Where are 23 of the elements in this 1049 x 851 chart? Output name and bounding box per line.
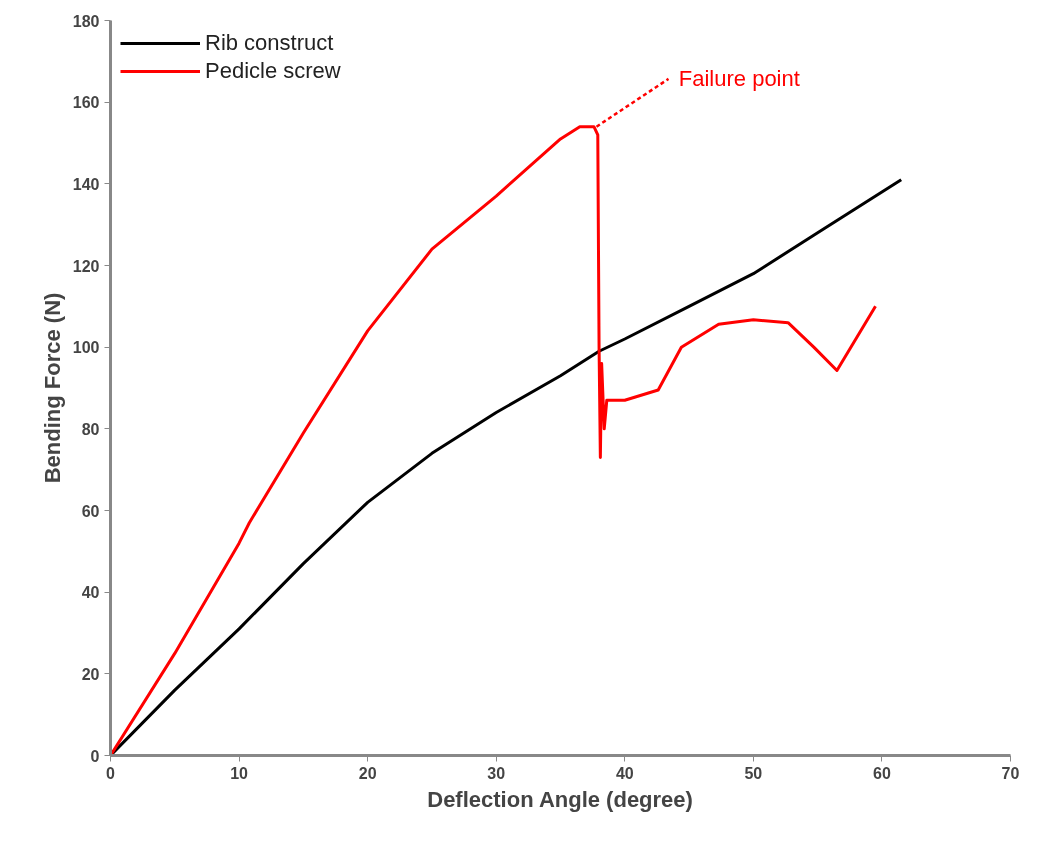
y-tick-label: 40 xyxy=(81,584,100,602)
x-axis-title: Deflection Angle (degree) xyxy=(427,786,693,812)
x-tick-label: 70 xyxy=(1001,764,1020,782)
y-tick-label: 180 xyxy=(72,12,100,30)
legend-label: Pedicle screw xyxy=(205,58,341,84)
x-tick-label: 30 xyxy=(487,764,506,782)
annotation: Failure point xyxy=(678,66,800,92)
legend-label: Rib construct xyxy=(205,30,334,56)
y-tick-label: 60 xyxy=(81,502,100,520)
y-tick-label: 80 xyxy=(81,420,100,438)
y-tick-label: 160 xyxy=(72,94,100,112)
y-tick-label: 0 xyxy=(90,747,100,765)
x-tick-label: 10 xyxy=(230,764,249,782)
x-tick-label: 40 xyxy=(615,764,634,782)
x-tick-label: 60 xyxy=(873,764,891,782)
y-tick-label: 20 xyxy=(81,665,100,683)
y-tick-label: 120 xyxy=(72,257,100,275)
x-tick-label: 0 xyxy=(106,764,116,782)
y-tick-label: 140 xyxy=(72,175,100,193)
x-tick-label: 50 xyxy=(744,764,763,782)
y-tick-label: 100 xyxy=(72,339,100,357)
x-tick-label: 20 xyxy=(358,764,377,782)
y-axis-title: Bending Force (N) xyxy=(39,292,65,484)
